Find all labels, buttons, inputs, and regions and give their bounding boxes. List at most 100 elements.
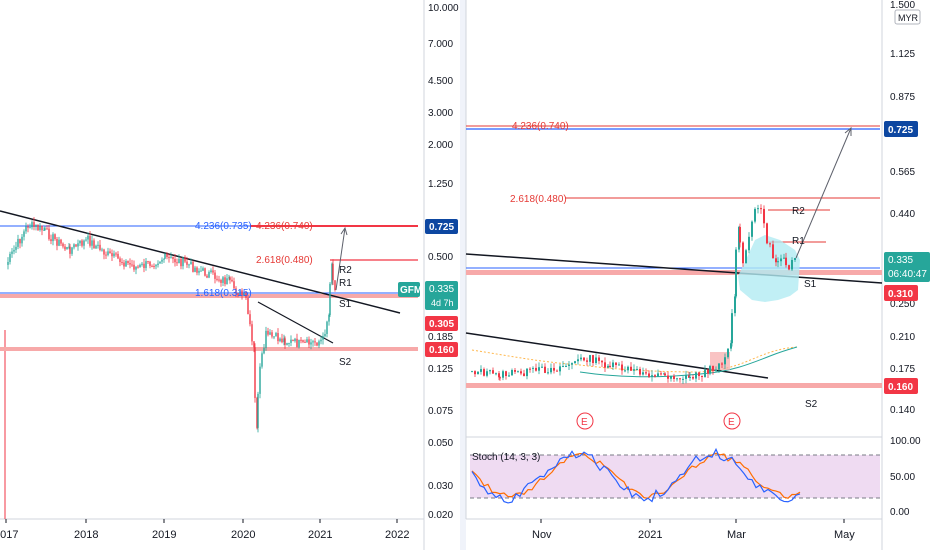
candle-body: [520, 371, 522, 374]
r-support1-badge[interactable]: 0.310: [884, 285, 918, 301]
candle-body: [139, 264, 141, 268]
stoch-pane[interactable]: Stoch (14, 3, 3) 100.00 50.00 0.00: [470, 436, 921, 518]
candle-body: [471, 371, 473, 373]
left-price-tick: 2.000: [428, 140, 453, 151]
candle-body: [735, 249, 737, 297]
pane-divider[interactable]: [460, 0, 466, 550]
candle-body: [206, 275, 208, 278]
resistance-badge[interactable]: 0.305: [425, 316, 458, 331]
wedge-trend-line[interactable]: [257, 301, 334, 344]
candle-body: [178, 258, 180, 264]
r-long-trend-line[interactable]: [465, 253, 883, 284]
candle-body: [648, 373, 650, 377]
candle-body: [60, 239, 62, 244]
candle-body: [249, 314, 251, 325]
earnings-label: E: [728, 417, 735, 428]
left-price-tick: 3.000: [428, 108, 453, 119]
candle-body: [607, 365, 609, 368]
left-price-axis[interactable]: 10.000 7.000 4.500 3.000 2.000 1.250 0.5…: [428, 3, 459, 521]
candle-body: [64, 246, 66, 250]
left-time-tick: 2020: [231, 529, 255, 541]
r-wedge-trend-line[interactable]: [465, 332, 769, 379]
candle-body: [29, 227, 31, 229]
left-time-tick: 2022: [385, 529, 409, 541]
left-price-tick: 4.500: [428, 76, 453, 87]
candle-body: [50, 239, 52, 242]
candle-body: [229, 277, 231, 280]
earnings-marker[interactable]: E: [723, 412, 741, 430]
candle-body: [79, 240, 81, 244]
candle-body: [642, 372, 644, 375]
r-current-price-badge[interactable]: 0.335 06:40:47: [884, 252, 930, 282]
r-fib-label-2618: 2.618(0.480): [510, 194, 567, 205]
r-support2-badge[interactable]: 0.160: [884, 378, 918, 394]
downtrend-line[interactable]: [0, 210, 401, 314]
target-price-badge[interactable]: 0.725: [425, 219, 458, 234]
left-time-axis[interactable]: 2017 2018 2019 2020 2021 2022: [0, 519, 409, 541]
candle-body: [113, 253, 115, 257]
candle-body: [241, 290, 243, 296]
candle-body: [21, 236, 23, 244]
candle-body: [233, 281, 235, 289]
candle-body: [624, 370, 626, 372]
left-price-tick: 0.050: [428, 438, 453, 449]
candle-body: [689, 377, 691, 379]
candle-body: [35, 225, 37, 227]
candle-body: [633, 369, 635, 371]
candle-body: [226, 278, 228, 285]
candle-body: [163, 258, 165, 260]
candle-body: [58, 239, 60, 246]
projection-arrow-head: [340, 226, 348, 236]
candle-body: [550, 367, 552, 373]
candle-body: [281, 338, 283, 343]
candle-body: [77, 243, 79, 247]
candle-body: [772, 244, 774, 259]
candle-body: [326, 321, 328, 334]
candle-body: [562, 366, 564, 368]
candle-body: [296, 338, 298, 348]
candle-body: [105, 254, 107, 256]
candle-body: [785, 257, 787, 266]
candle-body: [273, 336, 275, 338]
candle-body: [715, 369, 717, 372]
candle-body: [91, 240, 93, 246]
candle-body: [612, 362, 614, 367]
right-time-axis[interactable]: Nov 2021 Mar May: [532, 519, 855, 541]
candle-body: [210, 270, 212, 273]
r-support1-text: 0.310: [888, 289, 913, 300]
sr-label-s2: S2: [339, 357, 352, 368]
candle-body: [532, 367, 534, 369]
candle-body: [748, 236, 750, 251]
candle-body: [39, 225, 41, 231]
candle-body: [731, 313, 733, 344]
candle-body: [760, 208, 762, 210]
candle-body: [517, 371, 519, 373]
right-chart-pane[interactable]: 4.236(0.740) 2.618(0.480) R2 R1 S1 S2 E …: [465, 0, 932, 550]
candle-body: [37, 225, 39, 231]
right-price-axis[interactable]: 1.500 1.125 0.875 0.565 0.440 0.250 0.21…: [890, 0, 915, 416]
currency-label[interactable]: MYR: [894, 9, 921, 25]
current-price-badge[interactable]: 0.335 4d 7h: [425, 281, 458, 310]
candle-body: [180, 258, 182, 267]
candle-body: [107, 251, 109, 256]
candle-body: [15, 246, 17, 250]
candle-body: [505, 371, 507, 377]
candle-body: [69, 246, 71, 254]
left-chart-pane[interactable]: 4.236(0.735) 4.236(0.740) 2.618(0.480) 1…: [0, 0, 460, 550]
candle-body: [745, 250, 747, 264]
support-badge[interactable]: 0.160: [425, 342, 458, 357]
right-time-tick: May: [834, 529, 855, 541]
right-price-tick: 0.140: [890, 405, 915, 416]
candle-body: [17, 238, 19, 247]
left-candles: [7, 217, 336, 433]
r-projection-arrow-head: [844, 126, 852, 136]
candle-body: [334, 280, 336, 290]
candle-body: [498, 373, 500, 378]
r-target-badge[interactable]: 0.725: [884, 121, 918, 137]
candle-body: [598, 357, 600, 361]
symbol-badge[interactable]: GFM: [398, 282, 422, 297]
candle-body: [332, 263, 334, 281]
earnings-marker[interactable]: E: [576, 412, 594, 430]
candle-body: [492, 370, 494, 374]
